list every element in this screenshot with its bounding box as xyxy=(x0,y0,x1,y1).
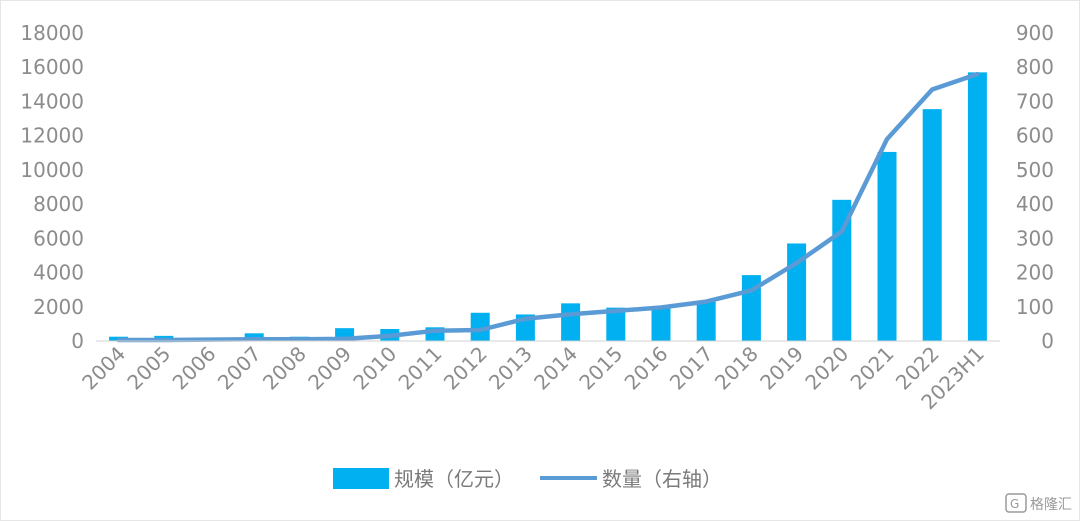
bar xyxy=(651,306,671,341)
left-axis-tick-label: 6000 xyxy=(33,226,84,250)
left-axis-tick-label: 10000 xyxy=(20,158,84,182)
left-axis: 0 2000 4000 6000 8000 10000 12000 14000 16000 180… xyxy=(20,21,84,353)
right-axis: 0 100 200 300 400 500 600 700 800 900 xyxy=(1016,21,1054,353)
line-point xyxy=(704,299,709,304)
bar xyxy=(877,151,897,341)
line-point xyxy=(749,288,754,293)
line-point xyxy=(342,336,347,341)
right-axis-tick-label: 0 xyxy=(1041,329,1054,353)
left-axis-tick-label: 14000 xyxy=(20,89,84,113)
left-axis-tick-label: 18000 xyxy=(20,21,84,45)
left-axis-tick-label: 16000 xyxy=(20,55,84,79)
right-axis-tick-label: 900 xyxy=(1016,21,1054,45)
watermark-logo-glyph: G xyxy=(1010,497,1019,511)
left-axis-tick-label: 2000 xyxy=(33,295,84,319)
line-point xyxy=(297,337,302,342)
right-axis-tick-label: 100 xyxy=(1016,295,1054,319)
line-path xyxy=(116,71,980,343)
line-point xyxy=(523,316,528,321)
line-point xyxy=(433,328,437,333)
line-point xyxy=(794,260,799,265)
bar xyxy=(561,303,581,341)
watermark-text: 格隆汇 xyxy=(1030,497,1072,513)
watermark-logo-icon xyxy=(1005,493,1027,513)
left-axis-tick-label: 4000 xyxy=(33,261,84,285)
line-point xyxy=(252,337,257,342)
line-point xyxy=(387,333,392,338)
legend-bar-swatch xyxy=(333,468,389,489)
right-axis-tick-label: 300 xyxy=(1016,226,1054,250)
legend-line-label: 数量（右轴） xyxy=(602,467,722,491)
right-axis-tick-label: 700 xyxy=(1016,89,1054,113)
bar xyxy=(922,109,942,342)
line-series xyxy=(116,71,980,343)
legend-bar-label: 规模（亿元） xyxy=(394,467,514,491)
bar xyxy=(470,312,490,341)
line-point xyxy=(568,312,573,317)
left-axis-tick-label: 12000 xyxy=(20,124,84,148)
legend: 规模（亿元） 数量（右轴） xyxy=(333,467,722,491)
bar xyxy=(696,301,716,341)
right-axis-tick-label: 800 xyxy=(1016,55,1054,79)
right-axis-tick-label: 400 xyxy=(1016,192,1054,216)
right-axis-tick-label: 500 xyxy=(1016,158,1054,182)
watermark: G 格隆汇 xyxy=(1005,493,1072,513)
bar xyxy=(606,307,626,341)
line-point xyxy=(885,137,889,142)
line-point xyxy=(659,305,663,310)
left-axis-tick-label: 0 xyxy=(71,329,84,353)
line-point xyxy=(839,229,844,234)
bar xyxy=(967,72,987,341)
line-point xyxy=(478,328,483,333)
right-axis-tick-label: 200 xyxy=(1016,261,1054,285)
left-axis-tick-label: 8000 xyxy=(33,192,84,216)
right-axis-tick-label: 600 xyxy=(1016,124,1054,148)
line-point xyxy=(613,308,618,313)
line-point xyxy=(975,72,980,77)
line-point xyxy=(930,87,935,92)
